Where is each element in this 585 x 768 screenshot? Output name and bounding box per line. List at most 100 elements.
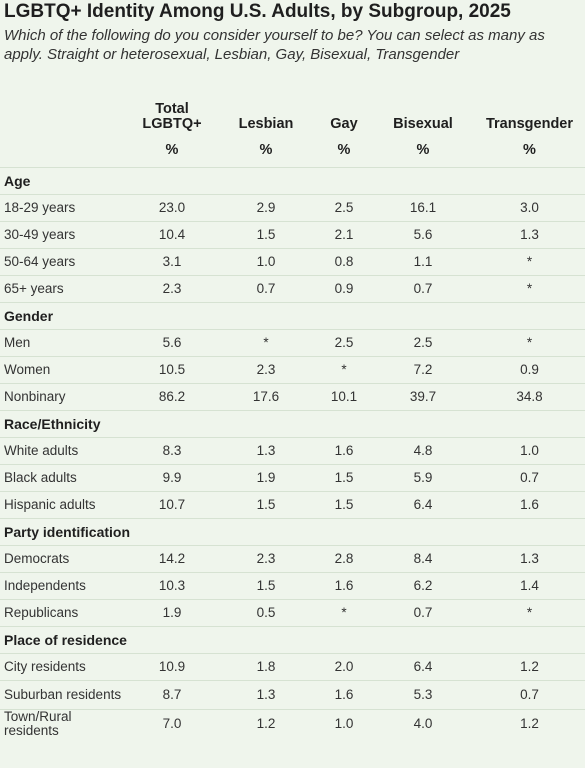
- table-row: Women 10.5 2.3 * 7.2 0.9: [0, 356, 585, 384]
- table-row: Independents 10.3 1.5 1.6 6.2 1.4: [0, 572, 585, 600]
- value-cell: 0.7: [372, 275, 474, 303]
- row-label-header: [0, 98, 128, 134]
- value-cell: 1.5: [316, 491, 372, 519]
- value-cell: *: [316, 356, 372, 384]
- section-row: Party identification: [0, 518, 585, 546]
- value-cell: 1.1: [372, 248, 474, 276]
- value-cell: 3.0: [474, 194, 585, 222]
- table-row: 50-64 years 3.1 1.0 0.8 1.1 *: [0, 248, 585, 276]
- value-cell: 2.5: [316, 194, 372, 222]
- row-label: Republicans: [0, 599, 128, 627]
- table-row: 65+ years 2.3 0.7 0.9 0.7 *: [0, 275, 585, 303]
- value-cell: 10.5: [128, 356, 216, 384]
- value-cell: 9.9: [128, 464, 216, 492]
- value-cell: 1.3: [216, 437, 316, 465]
- value-cell: 10.1: [316, 383, 372, 411]
- row-label: 50-64 years: [0, 248, 128, 276]
- column-header: Bisexual: [393, 116, 453, 132]
- value-cell: 8.4: [372, 545, 474, 573]
- section-heading: Age: [0, 167, 585, 195]
- value-cell: 2.3: [128, 275, 216, 303]
- value-cell: *: [474, 329, 585, 357]
- value-cell: 6.4: [372, 653, 474, 681]
- row-label: Independents: [0, 572, 128, 600]
- row-label: Black adults: [0, 464, 128, 492]
- column-header: Gay: [330, 116, 358, 132]
- unit-label: %: [372, 134, 474, 168]
- value-cell: 1.2: [256, 716, 276, 732]
- value-cell: 1.5: [216, 572, 316, 600]
- value-cell: 2.8: [316, 545, 372, 573]
- value-cell: 1.9: [128, 599, 216, 627]
- table-row: Black adults 9.9 1.9 1.5 5.9 0.7: [0, 464, 585, 492]
- value-cell: 5.9: [372, 464, 474, 492]
- table-row: 18-29 years 23.0 2.9 2.5 16.1 3.0: [0, 194, 585, 222]
- value-cell: 86.2: [128, 383, 216, 411]
- value-cell: *: [474, 248, 585, 276]
- table-row: Hispanic adults 10.7 1.5 1.5 6.4 1.6: [0, 491, 585, 519]
- value-cell: 4.8: [372, 437, 474, 465]
- value-cell: 8.7: [128, 680, 216, 710]
- row-label: Suburban residents: [0, 680, 128, 710]
- row-label: 30-49 years: [0, 221, 128, 249]
- table-row: Republicans 1.9 0.5 * 0.7 *: [0, 599, 585, 627]
- section-heading: Gender: [0, 302, 585, 330]
- unit-label: %: [128, 134, 216, 168]
- chart-subtitle: Which of the following do you consider y…: [4, 27, 545, 63]
- value-cell: 1.0: [216, 248, 316, 276]
- value-cell: 1.0: [474, 437, 585, 465]
- section-row: Race/Ethnicity: [0, 410, 585, 438]
- section-heading: Race/Ethnicity: [0, 410, 585, 438]
- row-label: Women: [0, 356, 128, 384]
- row-label: Hispanic adults: [0, 491, 128, 519]
- value-cell: 10.9: [128, 653, 216, 681]
- value-cell: 1.0: [334, 716, 354, 732]
- value-cell: 10.3: [128, 572, 216, 600]
- value-cell: 0.7: [474, 680, 585, 710]
- section-row: Age: [0, 167, 585, 195]
- value-cell: 8.3: [128, 437, 216, 465]
- table-row: Suburban residents 8.7 1.3 1.6 5.3 0.7: [0, 680, 585, 710]
- value-cell: 1.3: [474, 221, 585, 249]
- value-cell: 6.4: [372, 491, 474, 519]
- value-cell: 39.7: [372, 383, 474, 411]
- value-cell: 1.8: [216, 653, 316, 681]
- column-header: Transgender: [485, 116, 574, 132]
- table-row: Men 5.6 * 2.5 2.5 *: [0, 329, 585, 357]
- value-cell: 14.2: [128, 545, 216, 573]
- value-cell: 16.1: [372, 194, 474, 222]
- value-cell: 1.6: [316, 437, 372, 465]
- row-label: Town/Rural residents: [4, 708, 72, 738]
- value-cell: *: [474, 599, 585, 627]
- value-cell: 1.9: [216, 464, 316, 492]
- value-cell: 4.0: [413, 716, 433, 732]
- value-cell: 2.9: [216, 194, 316, 222]
- value-cell: *: [316, 599, 372, 627]
- value-cell: 34.8: [474, 383, 585, 411]
- value-cell: 7.2: [372, 356, 474, 384]
- value-cell: 0.5: [216, 599, 316, 627]
- row-label: Democrats: [0, 545, 128, 573]
- table-row: Nonbinary 86.2 17.6 10.1 39.7 34.8: [0, 383, 585, 411]
- value-cell: 0.8: [316, 248, 372, 276]
- value-cell: 1.5: [216, 221, 316, 249]
- value-cell: 2.5: [372, 329, 474, 357]
- value-cell: 10.7: [128, 491, 216, 519]
- value-cell: 3.1: [128, 248, 216, 276]
- section-row: Place of residence: [0, 626, 585, 654]
- value-cell: 1.3: [474, 545, 585, 573]
- value-cell: 0.7: [216, 275, 316, 303]
- row-label: White adults: [0, 437, 128, 465]
- table-row: 30-49 years 10.4 1.5 2.1 5.6 1.3: [0, 221, 585, 249]
- value-cell: 0.7: [372, 599, 474, 627]
- table-row: White adults 8.3 1.3 1.6 4.8 1.0: [0, 437, 585, 465]
- value-cell: 1.3: [216, 680, 316, 710]
- section-row: Gender: [0, 302, 585, 330]
- value-cell: 1.2: [520, 716, 539, 732]
- value-cell: 6.2: [372, 572, 474, 600]
- value-cell: 5.3: [372, 680, 474, 710]
- value-cell: 1.2: [474, 653, 585, 681]
- value-cell: 7.0: [162, 716, 182, 732]
- table-row: Democrats 14.2 2.3 2.8 8.4 1.3: [0, 545, 585, 573]
- value-cell: 5.6: [128, 329, 216, 357]
